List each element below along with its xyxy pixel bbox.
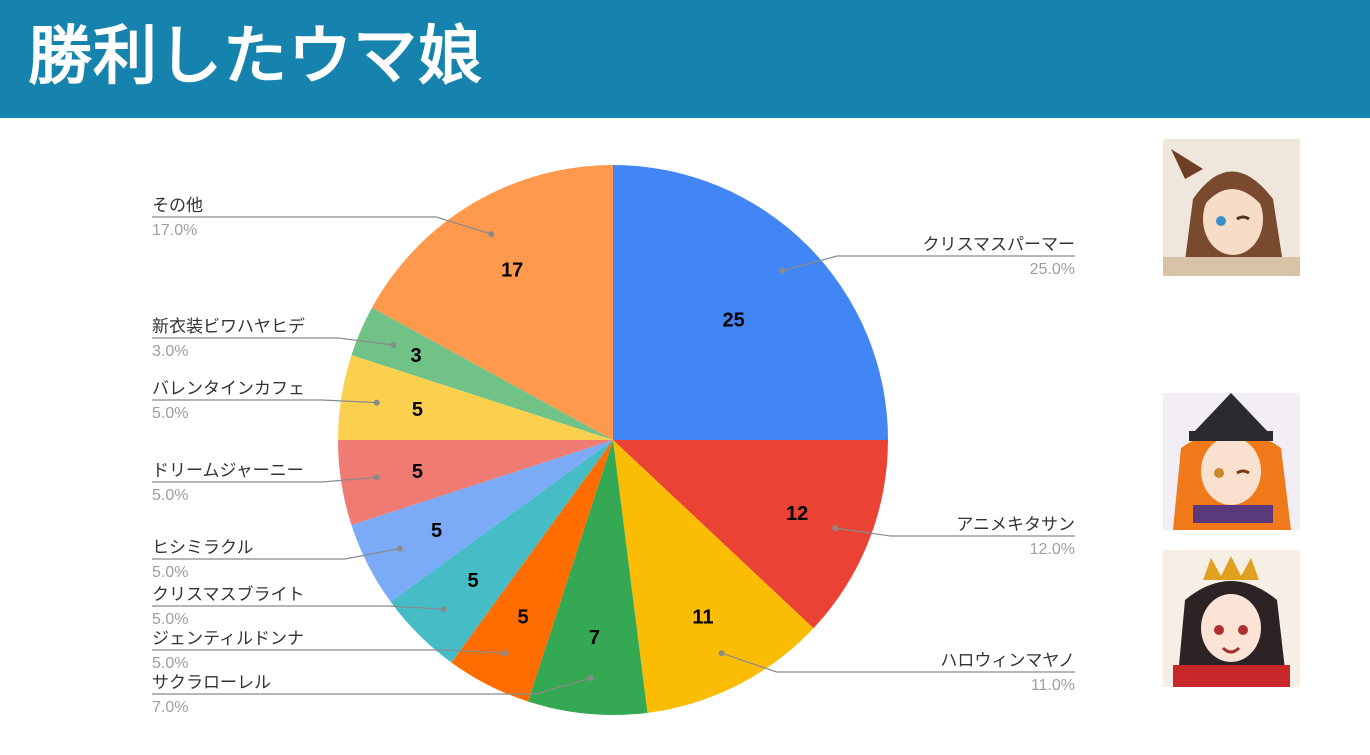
leader-dot	[501, 650, 508, 657]
leader-line	[152, 548, 400, 560]
leader-line	[152, 399, 377, 404]
leader-dot	[373, 399, 380, 406]
leader-line	[152, 476, 377, 483]
pie-slice-5	[451, 440, 613, 702]
pie-slice-7	[351, 440, 613, 602]
pie-slice-9	[338, 355, 613, 440]
leader-line	[152, 337, 394, 346]
slice-name-label: その他	[152, 196, 203, 216]
slice-value-label: 5	[467, 570, 478, 592]
slice-value-label: 25	[722, 309, 744, 331]
slice-percent-label: 7.0%	[152, 699, 188, 716]
leader-dot	[440, 606, 447, 613]
leader-line	[152, 677, 591, 695]
pie-slice-4	[528, 440, 648, 715]
slice-percent-label: 3.0%	[152, 343, 188, 360]
leader-dot	[488, 231, 495, 238]
slice-percent-label: 5.0%	[152, 564, 188, 581]
slice-name-label: 新衣装ビワハヤヒデ	[152, 316, 305, 337]
leader-dot	[832, 525, 839, 532]
slice-percent-label: 12.0%	[1030, 541, 1075, 558]
leader-line	[152, 216, 492, 235]
pie-slice-2	[613, 440, 888, 629]
slice-value-label: 12	[786, 503, 808, 525]
pie-slice-10	[351, 307, 613, 440]
leader-dot	[587, 675, 594, 682]
pie-slice-3	[613, 440, 814, 713]
slice-percent-label: 5.0%	[152, 611, 188, 628]
pie-slice-11	[372, 165, 613, 440]
slice-value-label: 7	[589, 627, 600, 649]
leader-line	[152, 605, 444, 610]
slice-name-label: アニメキタサン	[956, 515, 1075, 535]
leader-line	[721, 652, 1075, 673]
slice-name-label: バレンタインカフェ	[152, 379, 305, 399]
avatar-halloween-mayano	[1163, 393, 1300, 530]
slice-name-label: ジェンティルドンナ	[152, 629, 304, 649]
page-title: 勝利したウマ娘	[28, 20, 483, 94]
leader-dot	[718, 650, 725, 657]
slice-name-label: ハロウィンマヤノ	[940, 651, 1075, 671]
slice-percent-label: 5.0%	[152, 655, 188, 672]
leader-dot	[373, 474, 380, 481]
slice-value-label: 5	[412, 399, 423, 421]
slice-name-label: クリスマスブライト	[152, 584, 305, 605]
leader-line	[782, 255, 1075, 272]
leader-dot	[396, 545, 403, 552]
slice-name-label: サクラローレル	[152, 673, 271, 693]
avatar-anime-kitasan	[1163, 550, 1300, 687]
leader-line	[835, 527, 1075, 537]
slice-value-label: 11	[692, 606, 713, 628]
slice-name-label: ドリームジャーニー	[152, 461, 304, 481]
slice-value-label: 17	[501, 260, 523, 282]
slice-percent-label: 5.0%	[152, 487, 188, 504]
slice-percent-label: 25.0%	[1030, 261, 1075, 278]
slice-percent-label: 17.0%	[152, 222, 197, 239]
avatar-christmas-palmer	[1163, 139, 1300, 276]
slice-value-label: 5	[431, 520, 442, 542]
slice-percent-label: 5.0%	[152, 405, 188, 422]
leader-dot	[779, 267, 786, 274]
slice-name-label: クリスマスパーマー	[923, 235, 1076, 255]
slice-value-label: 5	[412, 461, 423, 483]
leader-dot	[390, 342, 397, 348]
slice-value-label: 5	[518, 606, 529, 628]
pie-slice-6	[390, 440, 613, 663]
slice-name-label: ヒシミラクル	[152, 538, 254, 558]
pie-slice-8	[338, 440, 613, 525]
pie-slice-1	[613, 165, 888, 440]
slice-value-label: 3	[411, 345, 422, 367]
leader-line	[152, 649, 505, 654]
header-bar: 勝利したウマ娘	[0, 0, 1370, 118]
slice-percent-label: 11.0%	[1031, 677, 1075, 694]
